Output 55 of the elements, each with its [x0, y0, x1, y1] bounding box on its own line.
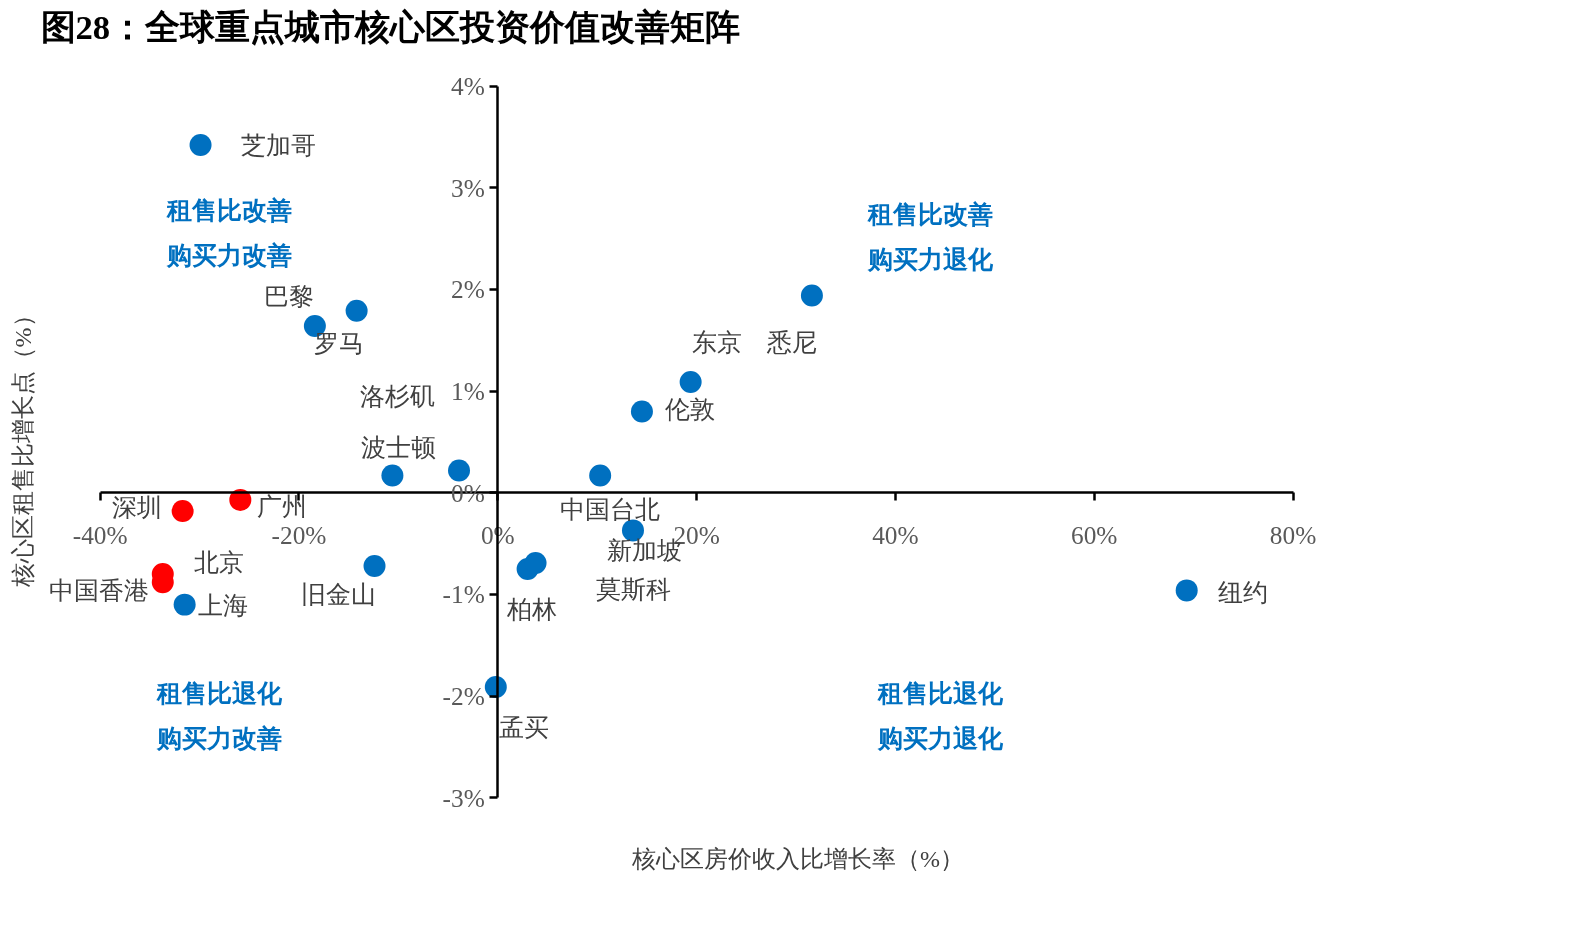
text: 莫斯科	[596, 574, 672, 603]
text: 洛杉矶	[359, 382, 435, 411]
point	[171, 500, 194, 523]
x-tick-label: 40%	[872, 520, 919, 549]
annotation: 租售比退化	[155, 679, 283, 708]
point	[679, 370, 702, 393]
annotation: 租售比退化	[876, 679, 1004, 708]
point	[345, 299, 368, 322]
y-tick-label: -1%	[442, 580, 485, 609]
series-label: 中国台北	[560, 495, 661, 524]
series-label: 柏林	[505, 595, 557, 624]
point	[363, 555, 386, 577]
series-label: 旧金山	[301, 579, 377, 608]
annotation: 购买力退化	[876, 723, 1004, 752]
series-label: 巴黎	[263, 282, 314, 311]
series-label: 孟买	[498, 712, 549, 741]
series-label: 纽约	[1217, 578, 1268, 607]
annotation: 租售比改善	[866, 200, 993, 229]
series-label: 深圳	[111, 493, 162, 522]
series-label: 中国香港	[48, 576, 149, 605]
point	[630, 400, 653, 423]
annotation: 租售比改善	[165, 196, 292, 225]
series-label: 伦敦	[664, 395, 715, 424]
x-tick-label: -20%	[271, 520, 327, 549]
y-tick-label: 1%	[451, 377, 485, 406]
x-tick-label: 80%	[1269, 520, 1317, 549]
series-label: 芝加哥	[241, 131, 317, 160]
x-tick-label: 60%	[1071, 520, 1118, 549]
chart-title: 图28：全球重点城市核心区投资价值改善矩阵	[40, 7, 741, 46]
point	[524, 551, 547, 574]
y-tick-label: 4%	[451, 72, 485, 101]
series-label: 上海	[197, 590, 248, 619]
series-label: 北京	[193, 548, 244, 577]
point	[589, 464, 612, 487]
series-label: 波士顿	[360, 433, 436, 462]
series-label: 广州	[257, 491, 308, 520]
annotation: 购买力退化	[866, 244, 994, 273]
y-tick-label: 2%	[451, 275, 485, 304]
point	[173, 593, 196, 616]
point	[800, 284, 823, 307]
annotation: 购买力改善	[155, 723, 282, 752]
series-label: 罗马	[313, 328, 364, 357]
x-axis-title: 核心区房价收入比增长率（%）	[631, 845, 964, 872]
point	[381, 464, 404, 487]
point	[448, 459, 471, 482]
series-label: 东京	[691, 327, 742, 356]
annotation: 购买力改善	[165, 240, 292, 269]
y-tick-label: -2%	[442, 682, 485, 711]
point	[189, 134, 212, 157]
x-tick-label: -40%	[72, 520, 128, 549]
series-label: 悉尼	[765, 327, 817, 356]
y-axis-title: 核心区租售比增长点（%）	[9, 303, 36, 589]
y-tick-label: 3%	[451, 173, 485, 202]
y-tick-label: -3%	[442, 783, 485, 812]
point	[1175, 579, 1198, 602]
